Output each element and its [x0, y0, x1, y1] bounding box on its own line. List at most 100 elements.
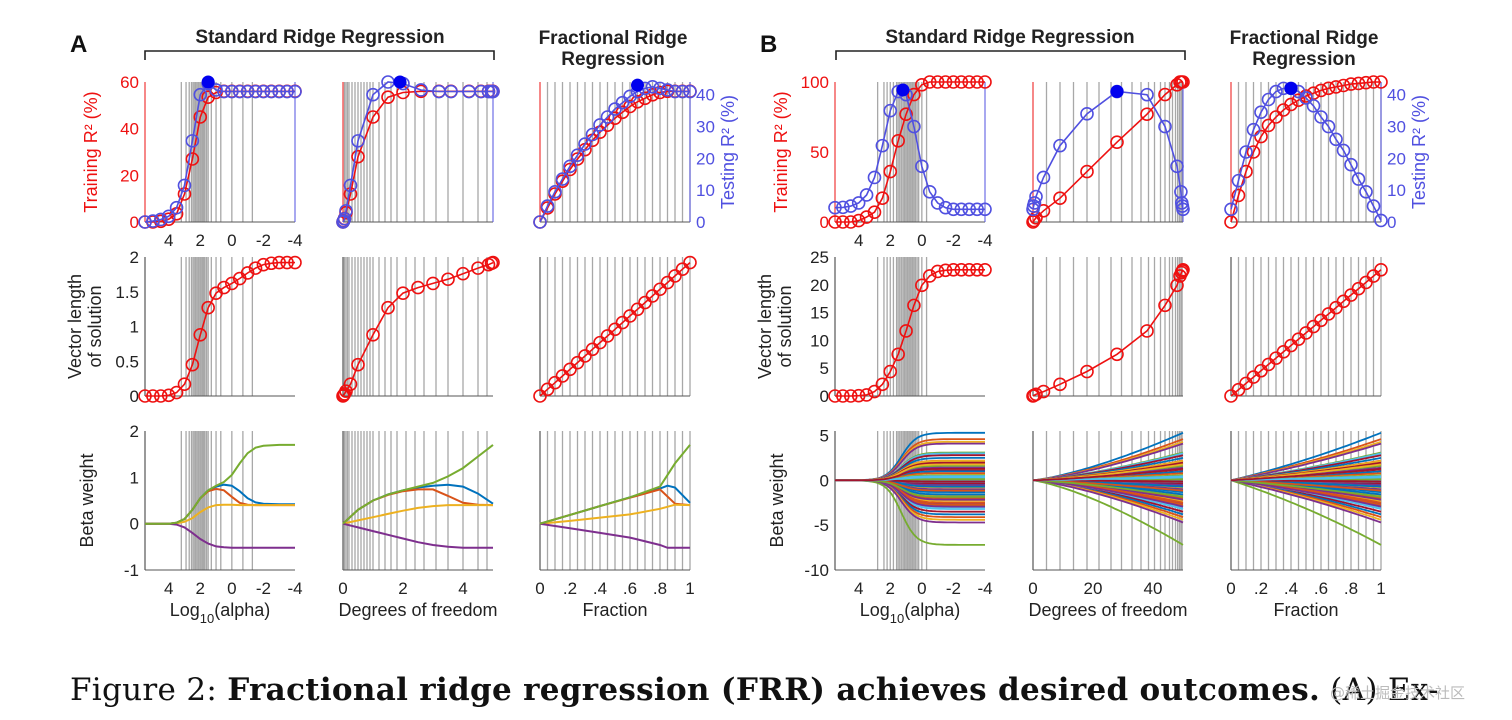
y-tick-label: 5	[820, 426, 829, 445]
testing-marker	[1261, 92, 1276, 107]
y-tick-label: 20	[120, 166, 139, 185]
training-marker	[851, 388, 866, 403]
training-marker	[177, 187, 192, 201]
y-tick-label: 0	[820, 387, 829, 406]
y-tick-label: 0	[130, 213, 139, 232]
x-tick-label: .4	[593, 579, 607, 598]
testing-marker	[1140, 87, 1154, 102]
training-marker	[366, 110, 380, 124]
testing-marker	[946, 202, 961, 217]
training-line	[1032, 81, 1183, 223]
beta-line	[1230, 479, 1382, 524]
beta-line	[1032, 479, 1184, 524]
testing-marker	[585, 127, 600, 142]
testing-marker	[954, 202, 969, 217]
y2-axis-label: Testing R² (%)	[1409, 95, 1429, 209]
testing-marker	[570, 148, 585, 162]
training-marker	[1239, 164, 1253, 179]
testing-marker	[875, 138, 890, 153]
x-tick-label: 0	[1028, 579, 1037, 598]
testing-marker	[146, 214, 160, 228]
testing-marker	[1351, 172, 1366, 186]
training-marker	[339, 384, 353, 398]
group-title-b-fractional-1: Fractional Ridge	[1230, 28, 1379, 49]
training-marker	[883, 164, 898, 179]
subscript: 10	[890, 611, 904, 626]
plot-B-r2-dof	[1026, 75, 1190, 229]
training-marker	[883, 364, 898, 379]
group-bracket-b	[835, 50, 1186, 60]
x-tick-label: 0	[917, 231, 926, 250]
testing-marker	[161, 209, 176, 224]
testing-marker	[288, 84, 302, 99]
y2-tick-label: 40	[1387, 86, 1406, 105]
y-axis-label: Training R² (%)	[81, 91, 101, 212]
x-tick-label: 2	[196, 231, 205, 250]
x-tick-label: 2	[398, 579, 407, 598]
training-marker	[638, 91, 652, 106]
training-marker	[828, 215, 842, 229]
plot-B-r2-alpha: 0 50 100 4 2 0 -2 -4 Training R² (%)	[771, 73, 993, 250]
y2-tick-label: 30	[1387, 118, 1406, 137]
testing-marker	[256, 84, 271, 99]
testing-marker	[978, 202, 992, 217]
y2-tick-label: 10	[696, 181, 715, 200]
y-axis-label-line2: of solution	[775, 285, 795, 367]
training-marker	[351, 357, 365, 372]
testing-marker	[264, 84, 279, 99]
training-marker	[1344, 77, 1358, 91]
beta-line	[1230, 442, 1382, 482]
plot-A-beta-dof: 0 2 4 Degrees of freedom	[338, 431, 498, 620]
y-tick-label: 10	[810, 331, 829, 350]
testing-marker	[907, 119, 921, 134]
testing-marker	[225, 84, 239, 99]
plot-A-beta-frac: 0 .2 .4 .6 .8 1 Fraction	[535, 431, 695, 620]
y-tick-label: 1	[130, 468, 139, 487]
training-marker	[836, 389, 850, 403]
training-marker	[217, 280, 231, 295]
training-marker	[1269, 110, 1283, 124]
beta-line-beta4	[342, 522, 493, 549]
testing-marker	[593, 118, 607, 132]
x-tick-label: -4	[287, 579, 302, 598]
training-marker	[907, 298, 921, 313]
testing-marker	[414, 83, 428, 97]
beta-line-beta5	[539, 444, 691, 525]
training-marker	[426, 276, 440, 291]
training-marker	[978, 75, 992, 89]
training-marker	[411, 280, 425, 295]
testing-marker	[1344, 157, 1358, 172]
training-marker	[248, 261, 263, 275]
figure-2: A B Standard Ridge Regression Fractional…	[65, 27, 1429, 626]
training-marker	[381, 90, 395, 104]
x-axis-label: Degrees of freedom	[1028, 600, 1187, 620]
training-marker	[660, 275, 675, 290]
training-marker	[1314, 83, 1328, 98]
training-marker	[177, 377, 192, 391]
beta-line-beta3	[145, 503, 295, 525]
training-marker	[645, 289, 660, 303]
training-marker	[946, 75, 961, 89]
training-marker	[343, 377, 358, 391]
training-marker	[153, 389, 168, 403]
training-marker	[1374, 262, 1388, 277]
beta-line-beta3	[539, 503, 691, 525]
training-marker	[1329, 80, 1343, 94]
x-axis-label: Degrees of freedom	[338, 600, 497, 620]
training-marker	[563, 362, 577, 377]
x-label-rest: (alpha)	[904, 600, 960, 620]
testing-line	[144, 82, 295, 223]
training-marker	[396, 286, 410, 300]
beta-line	[1230, 475, 1382, 482]
training-marker	[441, 272, 455, 287]
testing-marker	[683, 84, 697, 99]
testing-marker	[930, 196, 945, 210]
training-marker	[1176, 75, 1190, 89]
plot-A-beta-alpha: -1 0 1 2 4 2 0 -2 -4 Beta weight Log10(alpha)	[77, 422, 303, 626]
testing-marker	[177, 178, 192, 193]
training-marker	[630, 302, 645, 317]
testing-marker	[280, 84, 294, 99]
testing-marker	[867, 170, 882, 185]
training-marker	[1110, 135, 1124, 149]
